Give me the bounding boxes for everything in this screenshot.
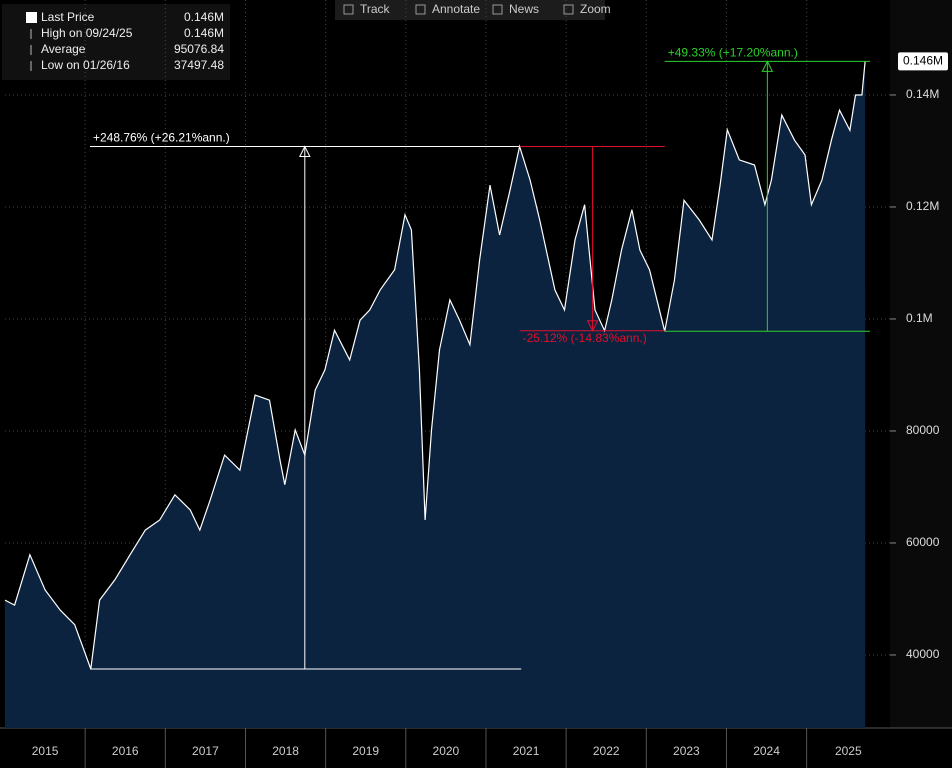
- x-tick-label: 2024: [753, 744, 780, 758]
- toolbar: [335, 0, 605, 20]
- last-price-label: 0.146M: [903, 54, 943, 68]
- legend-value: 95076.84: [174, 42, 224, 56]
- axis-strip: [890, 0, 952, 728]
- x-tick-label: 2022: [593, 744, 620, 758]
- annotation-label: -25.12% (-14.83%ann.): [523, 331, 647, 345]
- toolbar-button[interactable]: News: [509, 2, 539, 16]
- legend-value: 0.146M: [184, 26, 224, 40]
- y-tick-label: 0.12M: [906, 199, 939, 213]
- x-tick-label: 2020: [433, 744, 460, 758]
- annotation-label: +49.33% (+17.20%ann.): [668, 46, 798, 60]
- y-tick-label: 0.1M: [906, 311, 933, 325]
- toolbar-icon: [563, 4, 574, 15]
- last-price-tag: [898, 52, 948, 71]
- toolbar-icon: [492, 4, 503, 15]
- arrow-head: [586, 320, 599, 332]
- x-tick-label: 2025: [835, 744, 862, 758]
- price-line: [4, 61, 866, 670]
- y-tick-label: 0.14M: [906, 87, 939, 101]
- y-tick-label: 60000: [906, 535, 940, 549]
- x-tick-label: 2018: [272, 744, 299, 758]
- legend-swatch: [26, 12, 37, 23]
- legend-label: Low on 01/26/16: [41, 58, 130, 72]
- y-tick-label: 80000: [906, 423, 940, 437]
- x-tick-label: 2015: [32, 744, 59, 758]
- legend-box: [2, 4, 230, 80]
- legend-label: Average: [41, 42, 86, 56]
- toolbar-icon: [415, 4, 426, 15]
- x-tick-label: 2017: [192, 744, 219, 758]
- toolbar-button[interactable]: Zoom: [580, 2, 611, 16]
- legend-value: 37497.48: [174, 58, 224, 72]
- toolbar-button[interactable]: Track: [360, 2, 391, 16]
- arrow-head: [299, 145, 311, 157]
- legend-label: Last Price: [41, 10, 95, 24]
- x-tick-label: 2019: [352, 744, 379, 758]
- arrow-head: [761, 60, 774, 72]
- x-tick-label: 2023: [673, 744, 700, 758]
- x-tick-label: 2021: [513, 744, 540, 758]
- toolbar-icon: [343, 4, 354, 15]
- y-tick-label: 40000: [906, 647, 940, 661]
- toolbar-button[interactable]: Annotate: [432, 2, 480, 16]
- annotation-label: +248.76% (+26.21%ann.): [93, 131, 230, 145]
- legend-label: High on 09/24/25: [41, 26, 133, 40]
- x-tick-label: 2016: [112, 744, 139, 758]
- legend-value: 0.146M: [184, 10, 224, 24]
